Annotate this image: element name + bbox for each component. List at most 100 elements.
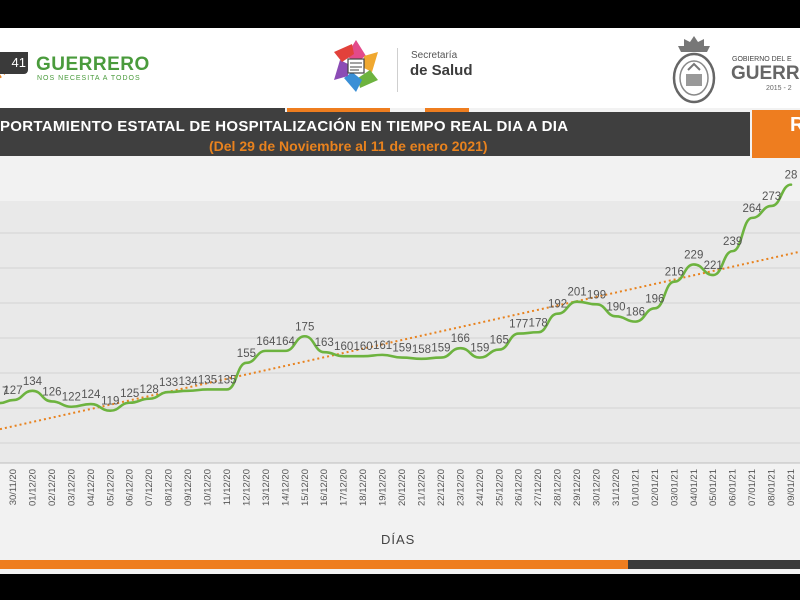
x-tick-label: 29/12/20 — [572, 469, 583, 506]
data-label: 190 — [606, 301, 625, 313]
x-tick-label: 05/12/20 — [105, 469, 116, 506]
presentation-screen: GUERRERO NOS NECESITA A TODOS Secretaría… — [0, 28, 800, 574]
x-tick-label: 13/12/20 — [261, 469, 272, 506]
x-tick-label: 03/12/20 — [66, 469, 77, 506]
data-label: 134 — [178, 376, 198, 388]
data-label: 201 — [567, 287, 586, 299]
x-tick-label: 07/12/20 — [144, 469, 155, 506]
corner-letter: R — [790, 114, 800, 136]
x-tick-label: 01/12/20 — [27, 469, 38, 506]
x-tick-label: 15/12/20 — [300, 469, 311, 506]
data-label: 125 — [120, 388, 139, 400]
x-tick-label: 20/12/20 — [397, 469, 408, 506]
data-label: 158 — [412, 344, 431, 356]
x-tick-label: 22/12/20 — [436, 469, 447, 506]
state-brand: GUERRERO — [36, 54, 150, 75]
x-tick-label: 05/01/21 — [708, 469, 719, 506]
data-label: 159 — [392, 343, 411, 355]
data-label: 199 — [587, 289, 606, 301]
x-tick-label: 02/12/20 — [47, 469, 58, 506]
x-tick-label: 04/01/21 — [689, 469, 700, 506]
data-label: 28 — [785, 170, 798, 182]
series-path — [0, 183, 793, 413]
logo-divider — [397, 48, 398, 92]
data-label: 192 — [548, 299, 567, 311]
data-label: 178 — [529, 317, 548, 329]
x-tick-label: 12/12/20 — [241, 469, 252, 506]
x-tick-label: 03/01/21 — [669, 469, 680, 506]
data-label: 119 — [101, 396, 119, 408]
data-label: 164 — [256, 336, 276, 348]
data-label: 160 — [354, 341, 373, 353]
x-tick-label: 17/12/20 — [339, 469, 350, 506]
data-label: 186 — [626, 307, 645, 319]
header-stripe-orange-short — [425, 108, 469, 113]
x-tick-label: 07/01/21 — [747, 469, 758, 506]
footer-bar — [0, 560, 800, 569]
data-label: 133 — [159, 377, 178, 389]
trendline-path — [0, 250, 800, 431]
x-tick-labels: 29/11/20 30/11/20 01/12/20 02/12/20 03/12/20… — [0, 469, 797, 506]
x-tick-label: 06/01/21 — [728, 469, 739, 506]
x-tick-label: 06/12/20 — [125, 469, 136, 506]
x-tick-label: 30/11/20 — [8, 469, 19, 505]
salud-logo-icon — [334, 40, 378, 92]
corner-tab: R — [752, 110, 800, 158]
x-tick-label: 08/01/21 — [767, 469, 778, 506]
x-tick-label: 23/12/20 — [455, 469, 466, 506]
state-seal-icon — [672, 36, 716, 104]
data-label: 164 — [276, 336, 296, 348]
data-label: 160 — [334, 341, 353, 353]
header-stripe-orange — [287, 108, 390, 113]
data-label: 221 — [704, 260, 723, 272]
data-label: 159 — [470, 343, 489, 355]
data-label: 264 — [743, 203, 763, 215]
x-tick-label: 28/12/20 — [553, 469, 564, 506]
data-label: 239 — [723, 236, 742, 248]
data-label: 124 — [81, 389, 101, 401]
government-years: 2015 - 2 — [766, 85, 792, 92]
chart-subtitle: (Del 29 de Noviembre al 11 de enero 2021… — [209, 138, 488, 154]
x-tick-label: 04/12/20 — [86, 469, 97, 506]
data-label: 134 — [23, 376, 43, 388]
x-tick-label: 19/12/20 — [378, 469, 389, 506]
government-label: GOBIERNO DEL E — [732, 56, 792, 63]
x-tick-label: 18/12/20 — [358, 469, 369, 506]
salud-label: de Salud — [410, 62, 473, 79]
x-tick-label: 10/12/20 — [203, 469, 214, 506]
x-tick-label: 14/12/20 — [280, 469, 291, 506]
series-line — [0, 183, 793, 413]
data-label: 166 — [451, 333, 470, 345]
government-brand: GUERR — [731, 63, 800, 84]
state-slogan: NOS NECESITA A TODOS — [37, 75, 141, 82]
x-tick-label: 01/01/21 — [630, 469, 641, 506]
x-tick-label: 27/12/20 — [533, 469, 544, 506]
data-label: 7 — [2, 386, 8, 398]
secretaria-label: Secretaría — [411, 50, 458, 61]
title-banner — [0, 112, 750, 156]
x-tick-label: 09/12/20 — [183, 469, 194, 506]
x-tick-label: 09/01/21 — [786, 469, 797, 506]
data-label: 165 — [490, 335, 509, 347]
data-label: 122 — [62, 392, 81, 404]
data-label: 175 — [295, 321, 314, 333]
x-tick-label: 11/12/20 — [222, 469, 233, 505]
data-label: 128 — [140, 384, 159, 396]
header-stripe-dark — [0, 108, 285, 113]
x-tick-label: 30/12/20 — [592, 469, 603, 506]
x-axis-label: DÍAS — [381, 532, 416, 547]
chart-title: PORTAMIENTO ESTATAL DE HOSPITALIZACIÓN E… — [0, 118, 569, 135]
gridlines — [0, 232, 800, 464]
x-tick-label: 26/12/20 — [514, 469, 525, 506]
x-tick-label: 02/01/21 — [650, 469, 661, 506]
trendline — [0, 250, 800, 431]
data-label: 155 — [237, 348, 256, 360]
x-tick-label: 25/12/20 — [494, 469, 505, 506]
x-tick-label: 21/12/20 — [416, 469, 427, 506]
x-tick-label: 31/12/20 — [611, 469, 622, 506]
data-label: 163 — [315, 337, 334, 349]
x-tick-label: 24/12/20 — [475, 469, 486, 506]
data-label: 229 — [684, 249, 703, 261]
data-label: 177 — [509, 319, 528, 331]
